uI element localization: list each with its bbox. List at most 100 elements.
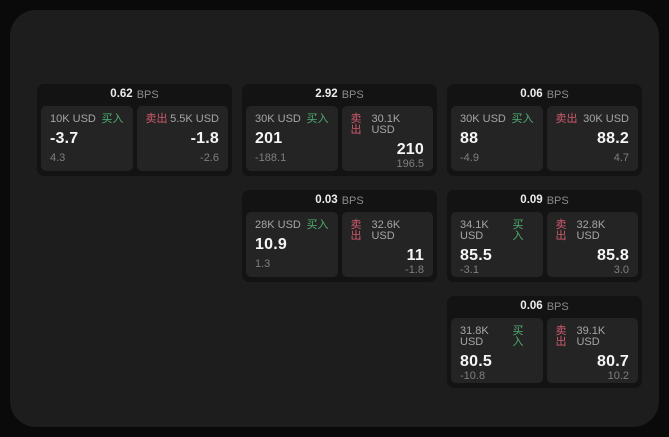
spread-header: 0.06 BPS [451, 296, 638, 318]
bps-unit-label: BPS [341, 88, 364, 101]
sell-size: 30K USD [583, 113, 629, 125]
buy-label: 买入 [512, 325, 524, 348]
spread-header: 2.92 BPS [246, 84, 433, 106]
buy-panel[interactable]: 10K USD 买入 -3.7 4.3 [41, 106, 133, 171]
spread-value: 0.03 [315, 194, 338, 207]
sell-size: 39.1K USD [576, 325, 606, 348]
sell-price: 88.2 [597, 130, 629, 147]
spread-value: 0.62 [110, 88, 133, 101]
buy-label: 买入 [306, 219, 329, 231]
buy-label: 买入 [306, 113, 329, 125]
sell-panel[interactable]: 卖出 32.6K USD 11 -1.8 [341, 212, 433, 277]
sell-sub-value: 10.2 [607, 369, 629, 382]
sell-label: 卖出 [145, 113, 168, 125]
buy-size: 30K USD [460, 113, 506, 125]
sell-size: 5.5K USD [170, 113, 219, 125]
buy-sub-value: -10.8 [460, 369, 486, 382]
buy-panel-header: 28K USD 买入 [255, 220, 329, 231]
buy-panel-header: 34.1K USD 买入 [460, 220, 534, 242]
sell-size: 32.8K USD [576, 219, 606, 242]
buy-price: 85.5 [460, 247, 492, 264]
sell-price: 11 [406, 247, 424, 264]
buy-sub-value: -3.1 [460, 263, 479, 276]
sell-panel[interactable]: 卖出 39.1K USD 80.7 10.2 [546, 318, 638, 383]
sell-panel-header: 卖出 30K USD [556, 114, 630, 125]
sell-panel[interactable]: 卖出 30K USD 88.2 4.7 [546, 106, 638, 171]
sell-label: 卖出 [555, 219, 567, 242]
sell-sub-value: 196.5 [396, 157, 424, 170]
buy-price: 88 [460, 130, 479, 147]
sell-panel[interactable]: 卖出 30.1K USD 210 196.5 [341, 106, 433, 171]
quote-card: 0.09 BPS 34.1K USD 买入 85.5 -3.1 卖出 32.8K… [447, 190, 642, 282]
bps-unit-label: BPS [136, 88, 159, 101]
quote-card: 0.03 BPS 28K USD 买入 10.9 1.3 卖出 32.6K US… [242, 190, 437, 282]
sell-sub-value: -1.8 [405, 263, 424, 276]
buy-price: -3.7 [50, 130, 79, 147]
sell-price: 85.8 [597, 247, 629, 264]
buy-sub-value: 1.3 [255, 258, 271, 270]
buy-label: 买入 [511, 113, 534, 125]
buy-size: 28K USD [255, 219, 301, 231]
bps-unit-label: BPS [546, 194, 569, 207]
sell-panel-header: 卖出 5.5K USD [146, 114, 220, 125]
buy-panel-header: 31.8K USD 买入 [460, 326, 534, 348]
bps-unit-label: BPS [546, 88, 569, 101]
sell-panel-header: 卖出 32.6K USD [351, 220, 425, 242]
sell-panel-header: 卖出 39.1K USD [556, 326, 630, 348]
buy-panel[interactable]: 34.1K USD 买入 85.5 -3.1 [451, 212, 543, 277]
buy-sub-value: 4.3 [50, 152, 66, 164]
buy-panel-header: 30K USD 买入 [255, 114, 329, 125]
quote-card-body: 34.1K USD 买入 85.5 -3.1 卖出 32.8K USD 85.8… [451, 212, 638, 277]
buy-size: 10K USD [50, 113, 96, 125]
buy-label: 买入 [512, 219, 524, 242]
sell-panel[interactable]: 卖出 32.8K USD 85.8 3.0 [546, 212, 638, 277]
spread-header: 0.09 BPS [451, 190, 638, 212]
spread-value: 2.92 [315, 88, 338, 101]
buy-price: 201 [255, 130, 283, 147]
buy-panel[interactable]: 30K USD 买入 201 -188.1 [246, 106, 338, 171]
main-panel: 0.62 BPS 10K USD 买入 -3.7 4.3 卖出 5.5K USD… [10, 10, 659, 427]
sell-size: 32.6K USD [371, 219, 401, 242]
sell-label: 卖出 [350, 113, 362, 136]
quote-card-body: 28K USD 买入 10.9 1.3 卖出 32.6K USD 11 -1.8 [246, 212, 433, 277]
sell-sub-value: 4.7 [613, 152, 629, 164]
sell-panel-header: 卖出 32.8K USD [556, 220, 630, 242]
spread-value: 0.06 [520, 88, 543, 101]
sell-panel-header: 卖出 30.1K USD [351, 114, 425, 136]
buy-panel[interactable]: 28K USD 买入 10.9 1.3 [246, 212, 338, 277]
sell-price: -1.8 [190, 130, 219, 147]
buy-sub-value: -188.1 [255, 152, 287, 164]
buy-size: 30K USD [255, 113, 301, 125]
quote-card: 2.92 BPS 30K USD 买入 201 -188.1 卖出 30.1K … [242, 84, 437, 176]
quote-card-body: 30K USD 买入 201 -188.1 卖出 30.1K USD 210 1… [246, 106, 433, 171]
sell-sub-value: -2.6 [200, 152, 219, 164]
quote-card-body: 31.8K USD 买入 80.5 -10.8 卖出 39.1K USD 80.… [451, 318, 638, 383]
sell-size: 30.1K USD [371, 113, 401, 136]
buy-panel[interactable]: 31.8K USD 买入 80.5 -10.8 [451, 318, 543, 383]
sell-price: 210 [396, 141, 424, 158]
sell-sub-value: 3.0 [613, 263, 629, 276]
sell-label: 卖出 [350, 219, 362, 242]
buy-size: 31.8K USD [460, 325, 489, 348]
spread-header: 0.03 BPS [246, 190, 433, 212]
buy-sub-value: -4.9 [460, 152, 479, 164]
quote-card: 0.06 BPS 31.8K USD 买入 80.5 -10.8 卖出 39.1… [447, 296, 642, 388]
sell-panel[interactable]: 卖出 5.5K USD -1.8 -2.6 [136, 106, 228, 171]
buy-panel[interactable]: 30K USD 买入 88 -4.9 [451, 106, 543, 171]
bps-unit-label: BPS [546, 300, 569, 313]
buy-panel-header: 30K USD 买入 [460, 114, 534, 125]
quote-card-body: 10K USD 买入 -3.7 4.3 卖出 5.5K USD -1.8 -2.… [41, 106, 228, 171]
sell-label: 卖出 [555, 325, 567, 348]
quote-card: 0.06 BPS 30K USD 买入 88 -4.9 卖出 30K USD 8… [447, 84, 642, 176]
buy-price: 10.9 [255, 236, 287, 253]
quote-card-body: 30K USD 买入 88 -4.9 卖出 30K USD 88.2 4.7 [451, 106, 638, 171]
spread-value: 0.06 [520, 300, 543, 313]
buy-panel-header: 10K USD 买入 [50, 114, 124, 125]
sell-label: 卖出 [555, 113, 578, 125]
spread-header: 0.62 BPS [41, 84, 228, 106]
buy-size: 34.1K USD [460, 219, 489, 242]
sell-price: 80.7 [597, 353, 629, 370]
spread-value: 0.09 [520, 194, 543, 207]
buy-price: 80.5 [460, 353, 492, 370]
bps-unit-label: BPS [341, 194, 364, 207]
